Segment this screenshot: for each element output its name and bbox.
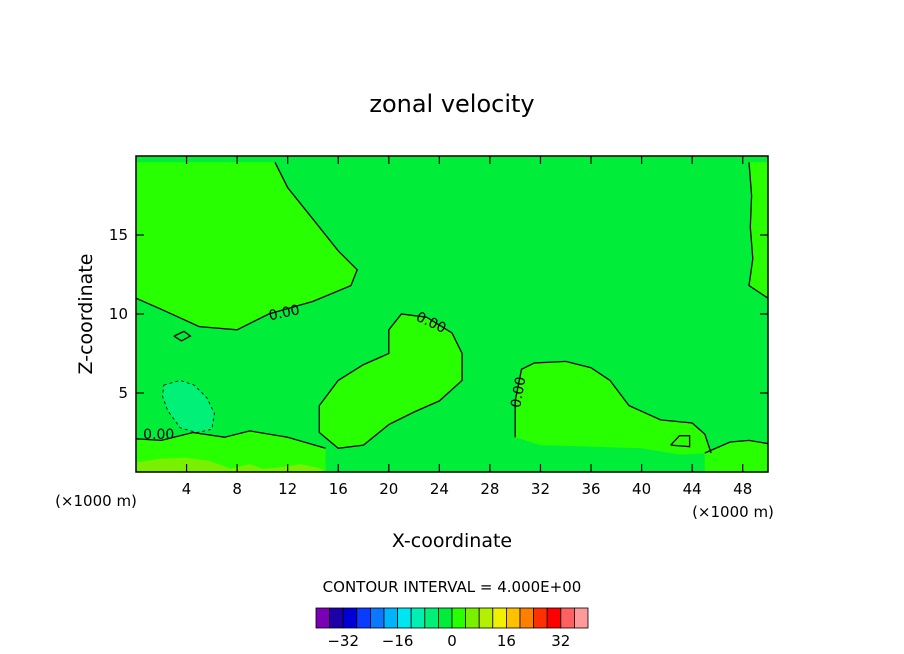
colorbar-swatch (437, 607, 453, 629)
colorbar-tick-label: −32 (327, 632, 359, 650)
x-tick-label: 44 (683, 480, 702, 498)
y-tick-label: 10 (109, 305, 128, 323)
x-axis-label: X-coordinate (392, 530, 512, 552)
colorbar-swatch (560, 607, 575, 629)
colorbar-tick-label: 0 (447, 632, 457, 650)
contour-region-positive-upper-left (136, 162, 358, 330)
contour-line-6 (173, 330, 192, 342)
chart-title: zonal velocity (369, 90, 534, 118)
colorbar-swatch (369, 607, 385, 629)
colorbar-swatch (478, 607, 494, 629)
contour-line-0 (136, 162, 358, 331)
colorbar-swatch (315, 607, 331, 629)
colorbar-swatch (410, 607, 426, 629)
y-tick-label: 5 (118, 384, 128, 402)
contour-line-5 (704, 439, 768, 454)
x-tick-label: 48 (733, 480, 752, 498)
contour-region-strong-bottom-band (136, 457, 326, 472)
contour-region-positive-right-block (515, 361, 712, 455)
colorbar-swatch (356, 607, 371, 629)
contour-region-negative-left-patch (162, 380, 215, 433)
x-unit-label-left: (×1000 m) (55, 492, 137, 510)
colorbar-swatch (383, 607, 399, 629)
contour-label-2: 0.00 (508, 376, 529, 409)
contour-label-0: 0.00 (267, 302, 301, 324)
colorbar-swatch (546, 607, 562, 629)
colorbar: −32 −16 0 16 32 (315, 607, 589, 650)
x-axis: 4 8 12 16 20 24 28 32 36 40 44 48 (182, 156, 752, 498)
colorbar-swatch (465, 607, 480, 629)
colorbar-swatch (574, 607, 589, 629)
x-tick-label: 4 (182, 480, 192, 498)
y-axis: 5 10 15 (109, 226, 768, 402)
y-unit-label-right: (×1000 m) (692, 503, 774, 521)
colorbar-swatch (424, 607, 439, 629)
contour-region-positive-bottom-right (704, 440, 768, 472)
contour-line-2 (514, 360, 712, 454)
colorbar-swatch (533, 607, 548, 629)
x-tick-label: 36 (581, 480, 600, 498)
x-tick-label: 32 (531, 480, 550, 498)
contour-line-4 (136, 430, 326, 449)
contour-line-3 (748, 162, 768, 299)
y-axis-label: Z-coordinate (75, 254, 97, 375)
plot-area: 0.00 0.000.000.00 (135, 155, 769, 473)
x-tick-label: 16 (329, 480, 348, 498)
x-tick-label: 12 (278, 480, 297, 498)
colorbar-tick-label: −16 (382, 632, 414, 650)
contour-region-positive-center-lobe (319, 314, 463, 449)
x-tick-label: 8 (232, 480, 242, 498)
x-tick-label: 24 (430, 480, 449, 498)
x-tick-label: 28 (480, 480, 499, 498)
x-tick-label: 40 (632, 480, 651, 498)
x-tick-label: 20 (379, 480, 398, 498)
colorbar-tick-label: 32 (551, 632, 570, 650)
contour-interval-text: CONTOUR INTERVAL = 4.000E+00 (323, 578, 582, 596)
contour-label-3: 0.00 (143, 427, 174, 443)
dashed-contour-0 (162, 379, 215, 433)
colorbar-swatch (519, 607, 535, 629)
colorbar-swatch (451, 607, 467, 629)
colorbar-swatch (505, 607, 521, 629)
colorbar-swatch (342, 607, 358, 629)
contour-region-positive-right-edge (749, 162, 768, 299)
colorbar-swatch (329, 607, 344, 629)
y-tick-label: 15 (109, 226, 128, 244)
contour-line-7 (670, 435, 691, 448)
colorbar-swatch (492, 607, 507, 629)
colorbar-swatch (397, 607, 412, 629)
contour-line-1 (318, 313, 463, 449)
colorbar-tick-label: 16 (497, 632, 516, 650)
